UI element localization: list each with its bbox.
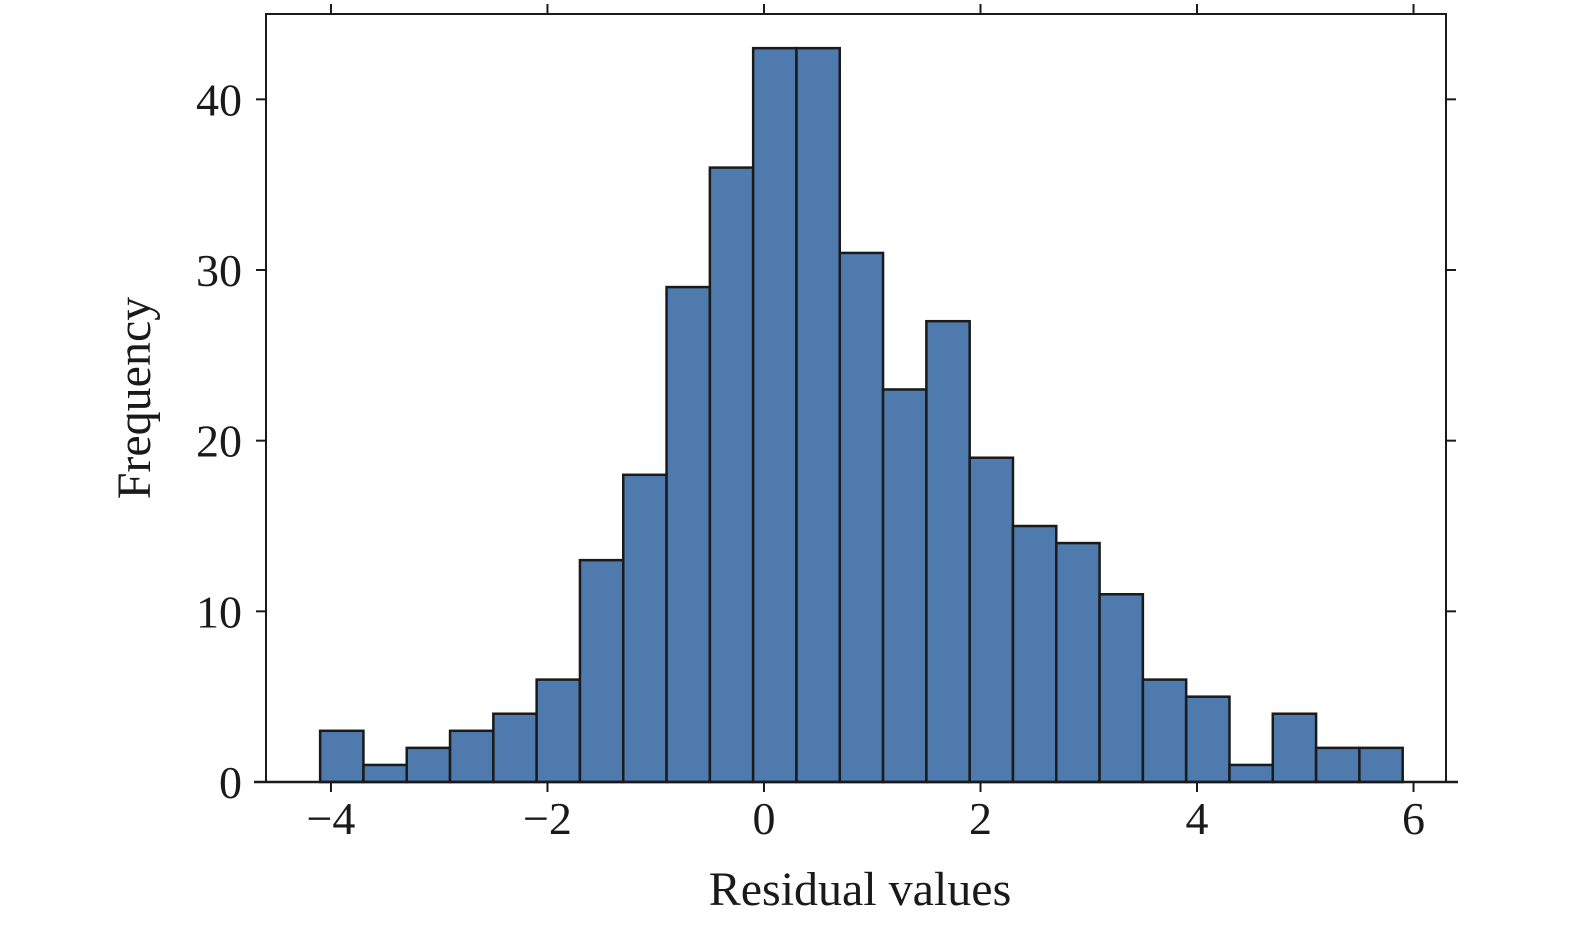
x-tick-label: 4 [1186,793,1209,844]
histogram-bar [448,729,495,784]
histogram-bar [492,712,538,784]
x-tick-label: 0 [752,793,775,844]
histogram-bar [665,285,712,784]
histogram-bar [925,319,971,784]
histogram-bar [1055,541,1101,784]
histogram-bar [795,46,842,784]
bars-layer [318,46,1404,784]
histogram-bar [838,251,885,784]
y-tick-label: 10 [196,586,242,637]
x-tick-label: 6 [1402,793,1425,844]
histogram-bar [751,46,798,784]
x-tick-label: 2 [969,793,992,844]
y-tick-label: 30 [196,245,242,296]
histogram-bar [1358,746,1404,784]
histogram-bar [578,558,625,784]
y-tick-label: 40 [196,74,242,125]
histogram-bar [1228,763,1275,784]
x-tick-label: −2 [523,793,572,844]
histogram-bar [881,388,928,784]
y-tick-label: 20 [196,416,242,467]
y-tick-label: 0 [219,757,242,808]
histogram-bar [1141,678,1188,784]
histogram-bar [318,729,365,784]
histogram-bar [405,746,452,784]
axes-layer: −4 −2 0 2 4 6 0 10 20 30 40 [196,4,1458,844]
histogram-bar [535,678,582,784]
x-tick-label: −4 [306,793,355,844]
histogram-bar [621,473,668,784]
histogram-bar [1314,746,1361,784]
y-axis-label: Frequency [108,297,161,500]
histogram-bar [1011,524,1058,784]
histogram-bar [708,166,755,784]
x-axis-label: Residual values [709,863,1012,916]
histogram-bar [362,763,408,784]
histogram-bar [1184,695,1231,784]
histogram-bar [968,456,1015,784]
histogram-bar [1098,593,1145,784]
histogram-bar [1271,712,1318,784]
